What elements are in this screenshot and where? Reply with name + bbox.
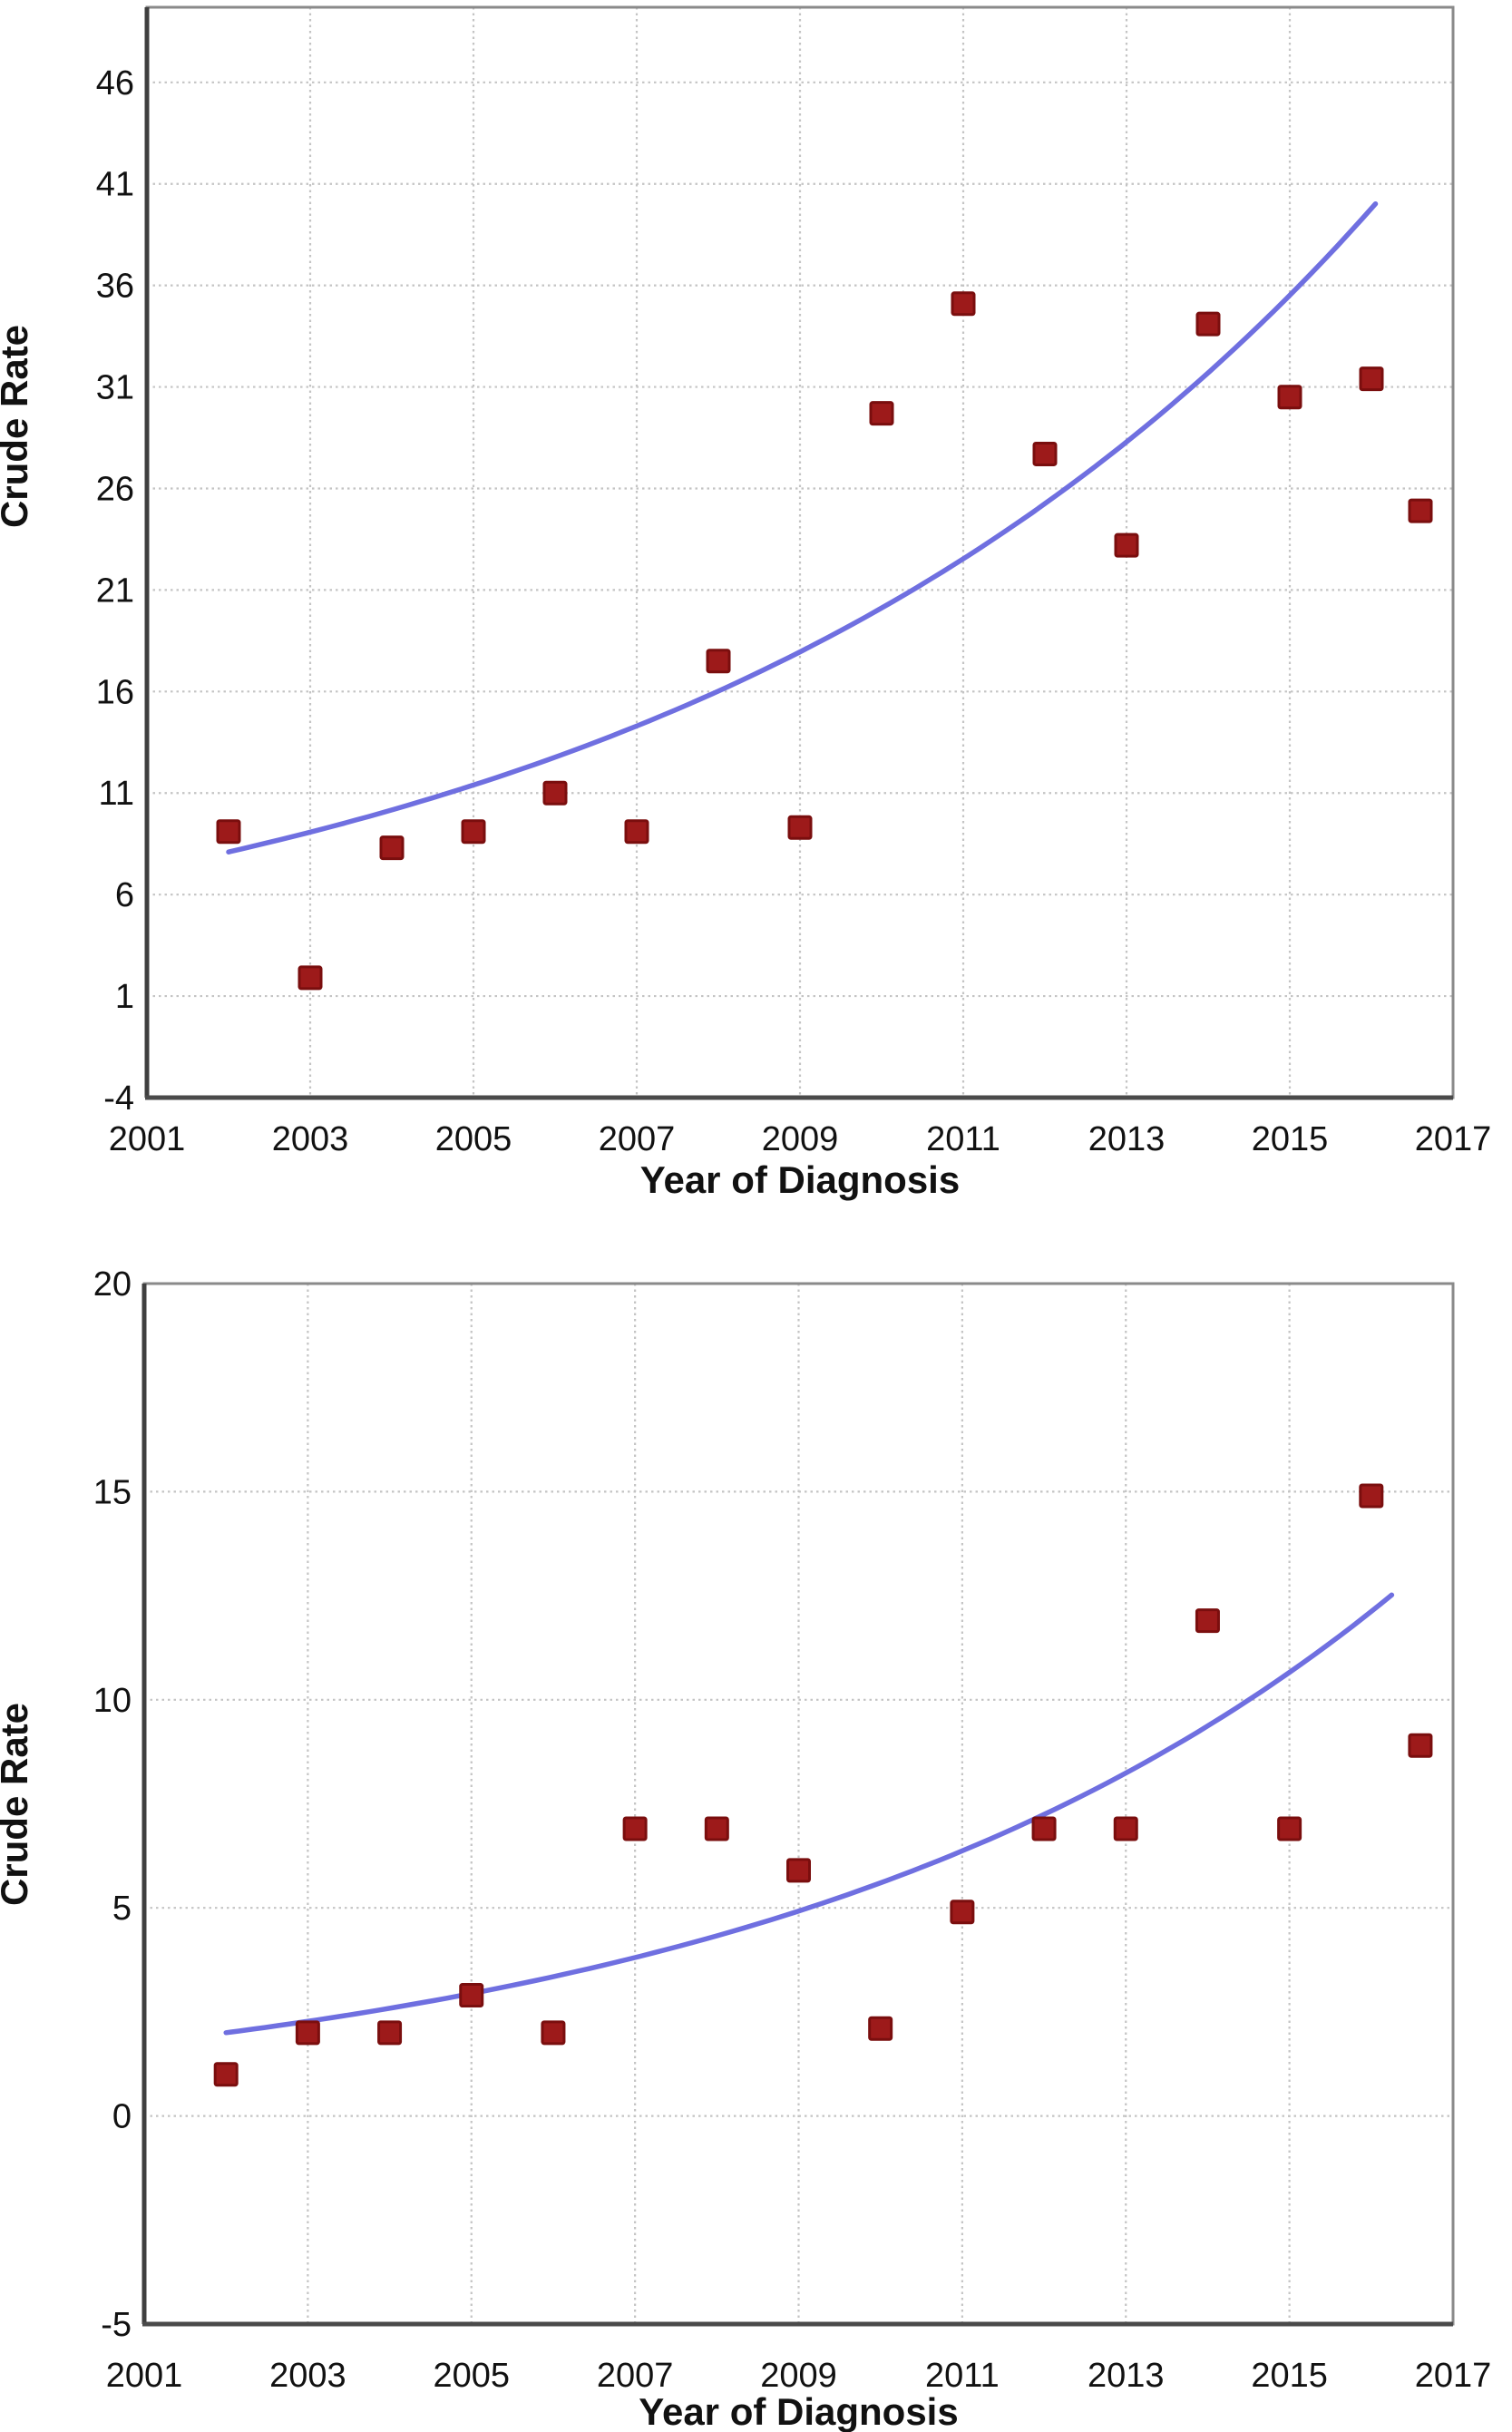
y-tick-label: 6 — [115, 876, 134, 914]
trend-line — [223, 1592, 1395, 2036]
data-point-square — [1032, 441, 1058, 466]
x-tick-label: 2001 — [109, 1120, 186, 1158]
y-tick-label: 10 — [93, 1682, 132, 1720]
data-point-square — [1031, 1816, 1057, 1841]
y-tick-label: 0 — [112, 2098, 132, 2136]
trend-line — [226, 200, 1379, 855]
x-tick-label: 2015 — [1252, 1120, 1329, 1158]
x-tick-label: 2007 — [597, 2357, 674, 2395]
x-tick-label: 2009 — [762, 1120, 839, 1158]
data-point-square — [216, 819, 241, 845]
data-point-square — [1277, 1816, 1302, 1841]
x-axis-title: Year of Diagnosis — [640, 1158, 960, 1201]
x-axis-title: Year of Diagnosis — [639, 2390, 958, 2432]
data-point-square — [459, 1983, 484, 2008]
data-point-square — [1195, 1608, 1220, 1634]
data-point-square — [1359, 366, 1384, 392]
y-tick-label: -5 — [101, 2306, 132, 2344]
x-tick-label: 2013 — [1088, 2357, 1165, 2395]
data-point-square — [295, 2020, 320, 2046]
x-tick-label: 2003 — [272, 1120, 349, 1158]
data-point-square — [542, 780, 568, 806]
data-point-square — [787, 815, 813, 840]
data-point-square — [461, 819, 486, 845]
y-tick-label: 21 — [96, 571, 134, 610]
y-tick-label: 46 — [96, 64, 134, 103]
data-point-square — [213, 2062, 239, 2087]
data-point-square — [704, 1816, 729, 1841]
y-tick-label: 41 — [96, 166, 134, 204]
data-point-square — [379, 835, 405, 861]
y-tick-label: 31 — [96, 369, 134, 407]
data-point-square — [786, 1858, 811, 1883]
y-tick-label: 15 — [93, 1473, 132, 1511]
x-tick-label: 2009 — [760, 2357, 837, 2395]
y-tick-label: 36 — [96, 268, 134, 306]
y-tick-label: 1 — [115, 978, 134, 1016]
y-tick-label: 16 — [96, 673, 134, 711]
x-tick-label: 2001 — [106, 2357, 183, 2395]
x-tick-label: 2013 — [1088, 1120, 1166, 1158]
y-tick-label: 11 — [99, 775, 134, 813]
data-point-square — [950, 1900, 975, 1925]
data-point-square — [1408, 1733, 1433, 1758]
x-tick-label: 2011 — [925, 2357, 1000, 2395]
x-tick-label: 2005 — [435, 1120, 512, 1158]
data-point-square — [622, 1816, 648, 1841]
y-tick-label: -4 — [103, 1079, 134, 1118]
x-tick-label: 2003 — [269, 2357, 346, 2395]
y-axis-title: Crude Rate — [0, 1703, 35, 1906]
data-point-square — [298, 965, 323, 991]
data-point-square — [706, 649, 731, 674]
x-tick-label: 2011 — [926, 1120, 1000, 1158]
x-tick-label: 2005 — [433, 2357, 510, 2395]
data-point-square — [1408, 498, 1433, 523]
data-point-square — [951, 291, 976, 317]
data-point-square — [1195, 311, 1221, 337]
data-point-square — [1113, 1816, 1138, 1841]
x-tick-label: 2007 — [599, 1120, 676, 1158]
data-point-square — [869, 401, 894, 426]
data-point-square — [541, 2020, 566, 2046]
y-tick-label: 26 — [96, 470, 134, 508]
x-tick-label: 2017 — [1415, 1120, 1492, 1158]
data-point-square — [868, 2016, 893, 2041]
data-point-square — [1277, 385, 1302, 410]
x-tick-label: 2017 — [1415, 2357, 1492, 2395]
data-point-square — [377, 2020, 403, 2046]
data-point-square — [624, 819, 649, 845]
y-tick-label: 20 — [93, 1265, 132, 1304]
data-point-square — [1114, 532, 1139, 558]
y-tick-label: 5 — [112, 1890, 132, 1928]
data-point-square — [1359, 1483, 1384, 1509]
y-axis-title: Crude Rate — [0, 325, 35, 528]
x-tick-label: 2015 — [1251, 2357, 1328, 2395]
